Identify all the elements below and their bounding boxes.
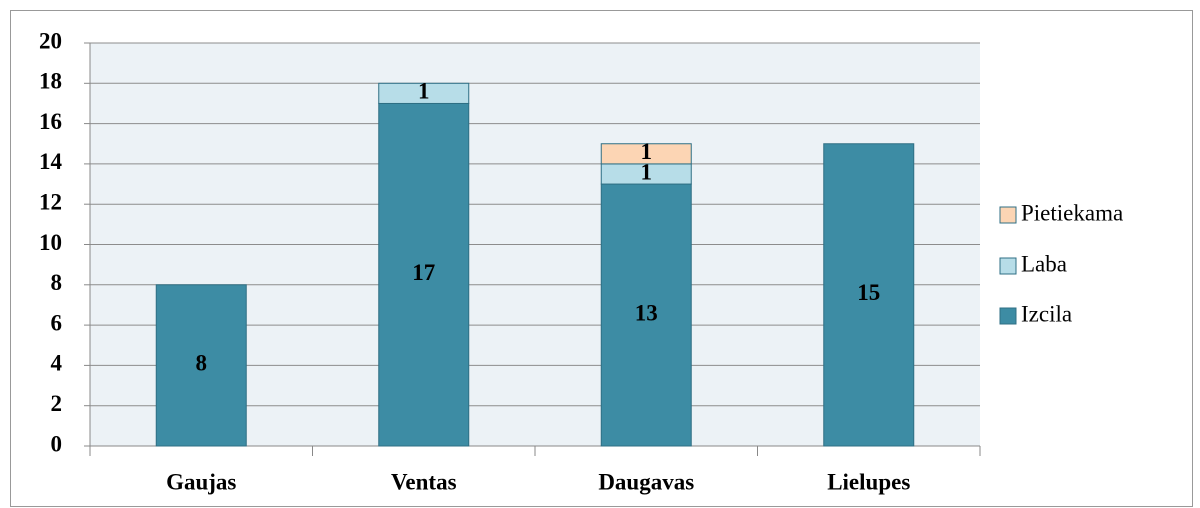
- y-tick-label: 16: [39, 109, 62, 134]
- y-tick-label: 18: [39, 69, 62, 94]
- data-label: 8: [196, 351, 208, 376]
- data-label: 17: [412, 260, 435, 285]
- x-tick-label: Ventas: [391, 469, 457, 494]
- y-tick-label: 0: [51, 431, 63, 456]
- data-label: 1: [641, 139, 653, 164]
- data-label: 1: [418, 79, 430, 104]
- legend-label: Izcila: [1021, 301, 1072, 326]
- y-tick-label: 8: [51, 270, 63, 295]
- legend-swatch: [999, 257, 1017, 275]
- y-tick-label: 14: [39, 149, 63, 174]
- y-tick-label: 20: [39, 28, 62, 53]
- bar-segment: [378, 102, 470, 447]
- x-tick-label: Lielupes: [827, 469, 910, 494]
- bar-segment: [378, 82, 470, 104]
- bar-segment: [600, 143, 692, 165]
- bar-segment: [155, 284, 247, 447]
- data-label: 15: [857, 280, 880, 305]
- y-tick-label: 12: [39, 189, 62, 214]
- legend-label: Pietiekama: [1021, 200, 1123, 225]
- legend-label: Laba: [1021, 251, 1067, 276]
- y-tick-label: 2: [51, 391, 63, 416]
- legend-swatch: [999, 206, 1017, 224]
- y-tick-label: 4: [51, 351, 63, 376]
- y-tick-label: 6: [51, 310, 63, 335]
- y-tick-label: 10: [39, 230, 62, 255]
- bar-segment: [600, 183, 692, 447]
- bar-segment: [823, 143, 915, 447]
- x-tick-label: Gaujas: [166, 469, 236, 494]
- data-label: 13: [635, 300, 658, 325]
- x-tick-label: Daugavas: [598, 469, 694, 494]
- data-label: 1: [641, 159, 653, 184]
- legend-swatch: [999, 307, 1017, 325]
